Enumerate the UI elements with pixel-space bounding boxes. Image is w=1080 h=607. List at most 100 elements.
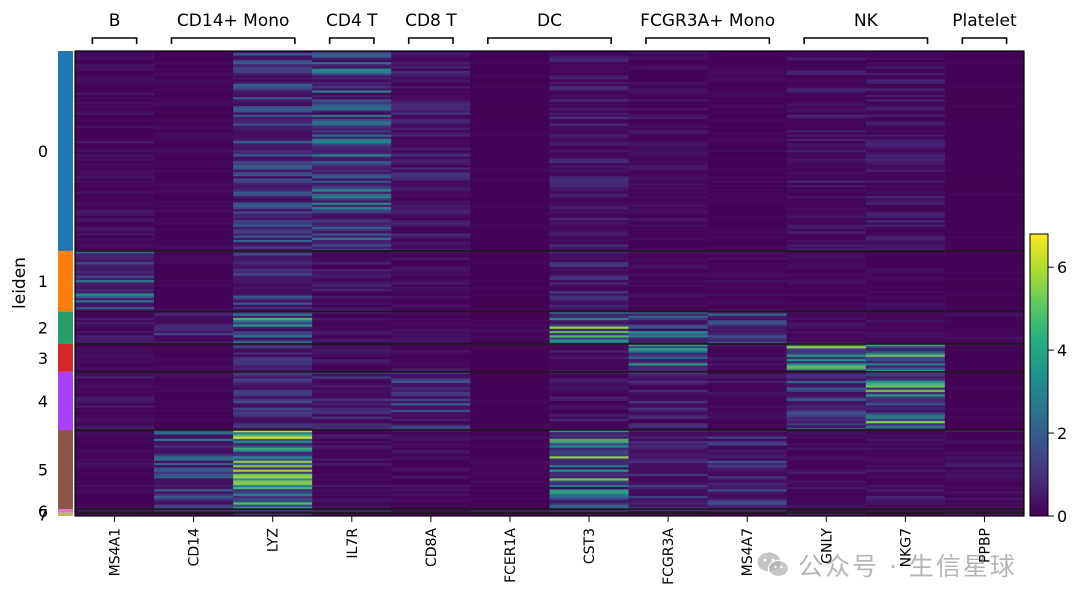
group-label-CD14-Mono: CD14+ Mono xyxy=(177,11,289,31)
heat-cell-7-GNLY xyxy=(786,512,867,517)
gene-label-PPBP: PPBP xyxy=(977,528,993,563)
heatmap-frame xyxy=(74,50,1025,517)
heat-cell-2-GNLY xyxy=(786,311,867,345)
heat-cell-1-LYZ xyxy=(233,250,313,312)
heat-cell-5-IL7R xyxy=(312,429,392,510)
heat-cell-4-PPBP xyxy=(944,371,1025,431)
y-axis-label: leiden xyxy=(10,257,30,309)
heat-cell-0-MS4A7 xyxy=(707,51,788,252)
heat-cell-0-CD8A xyxy=(391,51,471,252)
cluster-label-6: 6 xyxy=(38,502,48,521)
colorbar-gradient xyxy=(1029,233,1049,517)
heat-cell-2-MS4A1 xyxy=(75,311,155,345)
heat-cell-2-LYZ xyxy=(233,311,313,345)
heat-cell-7-FCER1A xyxy=(470,512,550,517)
group-label-Platelet: Platelet xyxy=(952,11,1017,31)
heat-cell-0-MS4A1 xyxy=(75,51,155,252)
heat-cell-0-NKG7 xyxy=(865,51,946,252)
heat-cell-4-MS4A1 xyxy=(75,371,155,431)
heat-cell-3-MS4A1 xyxy=(75,343,155,373)
cluster-label-4: 4 xyxy=(38,392,48,411)
cluster-bar-0 xyxy=(58,51,73,251)
watermark: 公众号 · 生信星球 xyxy=(756,548,1017,582)
group-bracket-CD4-T xyxy=(328,37,375,44)
heat-cell-4-CD8A xyxy=(391,371,471,431)
heat-cell-3-NKG7 xyxy=(865,343,946,373)
heat-cell-1-CD14 xyxy=(154,250,234,312)
heat-cell-4-LYZ xyxy=(233,371,313,431)
gene-label-LYZ: LYZ xyxy=(266,528,282,552)
gene-label-FCGR3A: FCGR3A xyxy=(661,528,677,585)
gene-label-CST3: CST3 xyxy=(582,528,598,564)
heat-cell-0-GNLY xyxy=(786,51,867,252)
heat-cell-0-PPBP xyxy=(944,51,1025,252)
heat-cell-1-MS4A1 xyxy=(75,250,155,312)
heat-cell-4-CD14 xyxy=(154,371,234,431)
cluster-bar-6 xyxy=(58,509,73,513)
heat-cell-2-FCER1A xyxy=(470,311,550,345)
heat-cell-5-NKG7 xyxy=(865,429,946,510)
heat-cell-4-MS4A7 xyxy=(707,371,788,431)
heat-cell-5-FCER1A xyxy=(470,429,550,510)
heat-cell-2-CD14 xyxy=(154,311,234,345)
cluster-bar-4 xyxy=(58,371,73,430)
watermark-text: 公众号 · 生信星球 xyxy=(798,552,1017,581)
gene-label-IL7R: IL7R xyxy=(345,528,361,559)
heat-cell-2-IL7R xyxy=(312,311,392,345)
group-bracket-CD8-T xyxy=(407,37,454,44)
gene-label-CD14: CD14 xyxy=(187,528,203,566)
heat-cell-4-IL7R xyxy=(312,371,392,431)
cluster-label-2: 2 xyxy=(38,319,48,338)
cluster-label-0: 0 xyxy=(38,142,48,161)
heat-cell-3-MS4A7 xyxy=(707,343,788,373)
heat-cell-5-LYZ xyxy=(233,429,313,510)
cluster-bar-2 xyxy=(58,311,73,344)
group-label-CD8-T: CD8 T xyxy=(405,11,457,31)
group-bracket-Platelet xyxy=(961,37,1008,44)
heat-cell-0-CST3 xyxy=(549,51,629,252)
heat-cell-5-GNLY xyxy=(786,429,867,510)
heat-cell-1-IL7R xyxy=(312,250,392,312)
heat-cell-3-LYZ xyxy=(233,343,313,373)
heat-cell-7-CST3 xyxy=(549,512,629,517)
cluster-bar-1 xyxy=(58,250,73,312)
heat-cell-7-NKG7 xyxy=(865,512,946,517)
heat-cell-7-LYZ xyxy=(233,512,313,517)
cluster-label-5: 5 xyxy=(38,461,48,480)
heat-cell-4-FCGR3A xyxy=(628,371,709,431)
heat-cell-1-CST3 xyxy=(549,250,629,312)
gene-label-CD8A: CD8A xyxy=(424,528,440,567)
heat-cell-5-CD8A xyxy=(391,429,471,510)
heat-cell-1-PPBP xyxy=(944,250,1025,312)
heat-cell-5-MS4A7 xyxy=(707,429,788,510)
heat-cell-3-FCER1A xyxy=(470,343,550,373)
heat-cell-0-FCER1A xyxy=(470,51,550,252)
heat-cell-7-FCGR3A xyxy=(628,512,709,517)
colorbar-tick-label-6: 6 xyxy=(1057,258,1067,277)
heat-cell-5-CST3 xyxy=(549,429,629,510)
group-bracket-NK xyxy=(803,37,929,44)
heat-cell-3-IL7R xyxy=(312,343,392,373)
heat-cell-7-MS4A7 xyxy=(707,512,788,517)
group-bracket-DC xyxy=(487,37,612,44)
heat-cell-0-FCGR3A xyxy=(628,51,709,252)
heat-cell-5-MS4A1 xyxy=(75,429,155,510)
heat-cell-0-IL7R xyxy=(312,51,392,252)
heat-cell-2-CD8A xyxy=(391,311,471,345)
group-label-CD4-T: CD4 T xyxy=(326,11,378,31)
heat-cell-1-FCGR3A xyxy=(628,250,709,312)
group-label-FCGR3A-Mono: FCGR3A+ Mono xyxy=(640,11,775,31)
heat-cell-2-CST3 xyxy=(549,311,629,345)
heat-cell-1-FCER1A xyxy=(470,250,550,312)
cluster-bar-3 xyxy=(58,343,73,372)
heat-cell-3-CD14 xyxy=(154,343,234,373)
gene-label-MS4A7: MS4A7 xyxy=(740,528,756,576)
wechat-icon xyxy=(757,552,790,578)
heat-cell-1-CD8A xyxy=(391,250,471,312)
heat-cell-7-PPBP xyxy=(944,512,1025,517)
heat-cell-4-NKG7 xyxy=(865,371,946,431)
group-bracket-FCGR3A-Mono xyxy=(645,37,771,44)
heat-cell-3-CST3 xyxy=(549,343,629,373)
heat-cell-4-CST3 xyxy=(549,371,629,431)
